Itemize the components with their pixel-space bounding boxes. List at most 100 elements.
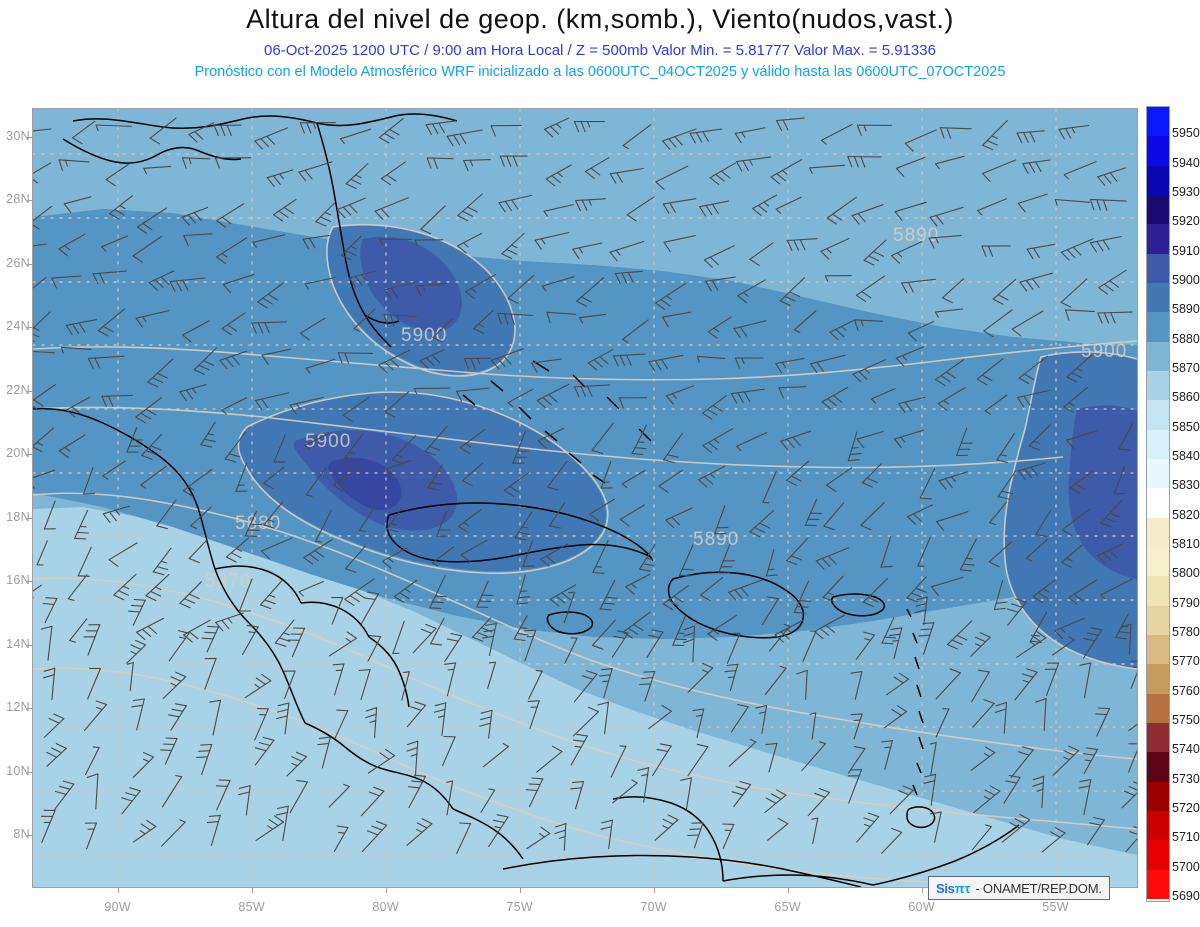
wind-barb-flag bbox=[765, 742, 778, 746]
wind-barb-shaft bbox=[83, 703, 108, 731]
wind-barb-flag bbox=[602, 680, 610, 683]
colorbar[interactable] bbox=[1146, 106, 1170, 902]
wind-barb-flag bbox=[318, 736, 331, 739]
wind-barb-flag bbox=[102, 513, 111, 524]
wind-barb-shaft bbox=[780, 430, 812, 442]
colorbar-tick-label: 5900 bbox=[1172, 273, 1200, 287]
wind-barb-shaft bbox=[221, 312, 246, 330]
wind-barb-flag bbox=[282, 632, 290, 636]
wind-barb-flag bbox=[890, 627, 903, 630]
wind-barb-shaft bbox=[769, 625, 791, 652]
wind-barb-flag bbox=[175, 775, 183, 778]
wind-barb-shaft bbox=[823, 502, 845, 527]
wind-barb-flag bbox=[862, 601, 875, 608]
wind-barb-shaft bbox=[33, 383, 57, 402]
wind-barb-shaft bbox=[147, 358, 174, 383]
wind-barb-flag bbox=[663, 241, 671, 253]
wind-barb-flag bbox=[378, 136, 390, 144]
wind-barb-shaft bbox=[696, 355, 726, 359]
wind-barb-shaft bbox=[992, 278, 1017, 300]
wind-barb-flag bbox=[139, 830, 146, 835]
wind-barb-flag bbox=[574, 745, 582, 748]
wind-barb-shaft bbox=[884, 740, 893, 770]
wind-barb-flag bbox=[786, 479, 797, 486]
wind-barb-flag bbox=[901, 355, 907, 361]
wind-barb-flag bbox=[651, 629, 664, 633]
wind-barb-flag bbox=[600, 826, 613, 830]
wind-barb-shaft bbox=[315, 509, 332, 542]
wind-barb-shaft bbox=[182, 468, 213, 492]
wind-barb-flag bbox=[361, 274, 366, 281]
wind-barb-flag bbox=[622, 338, 629, 344]
wind-barb-flag bbox=[850, 671, 863, 674]
wind-barb-shaft bbox=[658, 469, 683, 487]
wind-barb-flag bbox=[667, 599, 679, 607]
wind-barb-shaft bbox=[456, 823, 472, 855]
wind-barb-flag bbox=[759, 711, 767, 714]
wind-barb-flag bbox=[385, 748, 396, 757]
wind-barb-shaft bbox=[334, 710, 349, 739]
wind-barb-flag bbox=[308, 553, 319, 562]
wind-barb-flag bbox=[982, 144, 994, 151]
wind-barb-flag bbox=[863, 259, 875, 266]
wind-barb-flag bbox=[597, 701, 609, 706]
wind-barb-flag bbox=[1049, 831, 1061, 838]
wind-barb-shaft bbox=[665, 385, 695, 397]
wind-barb-flag bbox=[121, 797, 133, 802]
wind-barb-flag bbox=[410, 780, 424, 783]
wind-barb-shaft bbox=[906, 504, 933, 518]
wind-barb-flag bbox=[431, 123, 439, 135]
header-model-info: Pronóstico con el Modelo Atmosférico WRF… bbox=[194, 64, 1006, 80]
wind-barb-shaft bbox=[600, 461, 612, 489]
wind-barb-shaft bbox=[547, 460, 568, 488]
wind-barb-flag bbox=[671, 516, 681, 526]
wind-barb-flag bbox=[198, 364, 210, 371]
wind-barb-shaft bbox=[51, 275, 82, 279]
map-canvas[interactable]: 5900 5900 5890 5890 5900 5880 5870 bbox=[32, 108, 1138, 888]
wind-barb-shaft bbox=[431, 546, 455, 564]
wind-barb-shaft bbox=[698, 465, 726, 481]
wind-barb-flag bbox=[208, 814, 221, 817]
wind-barb-flag bbox=[145, 408, 157, 416]
wind-barb-shaft bbox=[907, 321, 934, 334]
wind-barb-shaft bbox=[805, 669, 808, 700]
wind-barb-flag bbox=[446, 780, 454, 783]
colorbar-swatch bbox=[1147, 634, 1169, 665]
wind-barb-flag bbox=[1103, 174, 1112, 184]
wind-barb-flag bbox=[324, 211, 332, 216]
wind-barb-shaft bbox=[254, 708, 269, 741]
wind-barb-flag bbox=[33, 327, 40, 331]
wind-barb-flag bbox=[472, 636, 484, 642]
colorbar-tick-label: 5740 bbox=[1172, 742, 1200, 757]
wind-barb-flag bbox=[1008, 774, 1021, 779]
wind-barb-flag bbox=[581, 199, 588, 211]
wind-barb-shaft bbox=[87, 355, 125, 359]
wind-barb-shaft bbox=[768, 742, 778, 773]
lon-tick-label: 85W bbox=[238, 900, 266, 914]
lat-tick-label: 30N bbox=[6, 128, 30, 143]
wind-barb-flag bbox=[179, 819, 186, 823]
wind-barb-flag bbox=[266, 135, 276, 145]
wind-barb-flag bbox=[348, 204, 358, 214]
wind-barb-shaft bbox=[935, 155, 965, 165]
wind-barb-flag bbox=[914, 609, 927, 614]
wind-barb-shaft bbox=[573, 384, 611, 388]
wind-barb-flag bbox=[535, 670, 543, 672]
wind-barb-flag bbox=[916, 596, 928, 601]
wind-barb-shaft bbox=[672, 615, 686, 646]
wind-barb-shaft bbox=[263, 466, 285, 484]
wind-barb-shaft bbox=[380, 161, 407, 180]
wind-barb-flag bbox=[279, 173, 284, 180]
wind-barb-flag bbox=[1068, 402, 1075, 407]
wind-barb-flag bbox=[514, 537, 527, 541]
wind-barb-shaft bbox=[923, 622, 935, 655]
wind-barb-flag bbox=[437, 715, 445, 718]
wind-barb-shaft bbox=[360, 790, 385, 817]
wind-barb-flag bbox=[731, 791, 744, 796]
wind-barb-shaft bbox=[459, 428, 486, 449]
wind-barb-shaft bbox=[339, 128, 372, 140]
wind-barb-shaft bbox=[179, 581, 202, 604]
wind-barb-flag bbox=[741, 357, 745, 365]
wind-barb-shaft bbox=[983, 309, 1013, 332]
wind-barb-flag bbox=[626, 354, 632, 366]
